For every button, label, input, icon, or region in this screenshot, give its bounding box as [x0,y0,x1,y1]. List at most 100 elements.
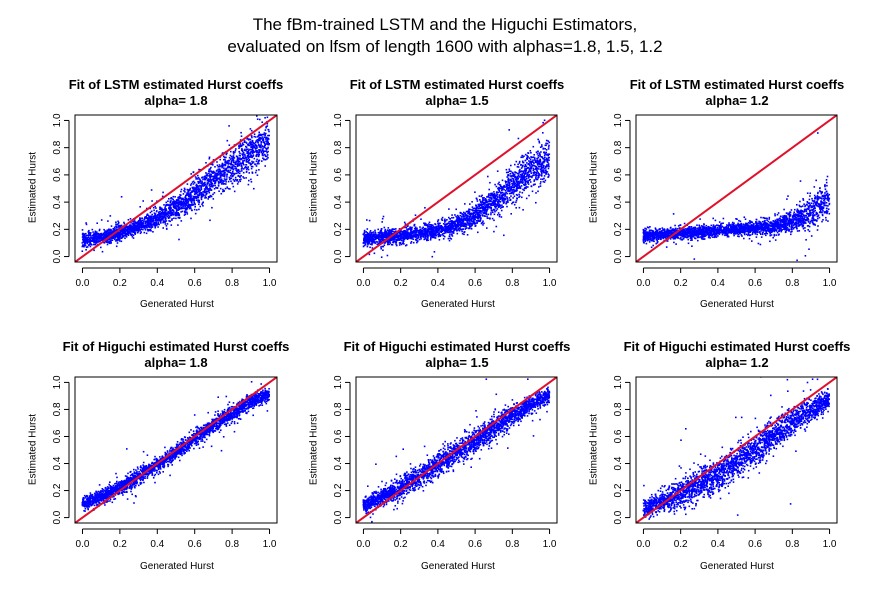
data-point [266,151,268,154]
data-point [391,238,394,240]
data-point [209,178,211,180]
data-point [476,200,479,202]
data-point [238,159,240,161]
data-point [510,188,513,190]
data-point [414,228,417,230]
data-point [412,238,415,240]
data-point [182,198,185,201]
data-point [222,152,224,154]
data-point [116,229,118,231]
data-point [204,197,206,199]
data-point [403,237,405,239]
data-point [394,231,396,234]
data-point [421,227,424,230]
data-point [431,235,433,237]
data-point [468,209,470,212]
data-point [249,144,251,147]
data-point [144,229,147,231]
data-point [152,206,155,209]
data-point [387,242,389,244]
data-point [403,235,406,238]
data-point [218,174,220,176]
data-point [100,237,102,240]
data-point [488,196,491,199]
data-point [380,256,383,258]
data-point [201,194,203,197]
data-point [239,144,242,147]
data-point [244,167,246,169]
data-point [193,208,196,211]
data-point [113,238,116,241]
data-point [89,239,92,241]
data-point [256,139,258,141]
data-point [236,183,239,185]
data-point [192,199,195,201]
data-point [501,189,503,192]
data-point [498,181,500,184]
data-point [264,134,266,137]
data-point [546,154,548,156]
data-point [425,227,427,230]
data-point [472,212,474,215]
data-point [193,188,195,191]
data-point [413,224,416,226]
data-point [100,234,103,237]
data-point [518,160,521,163]
data-point [170,214,173,217]
data-point [473,207,476,210]
data-point [198,168,200,171]
data-point [477,213,480,216]
data-point [121,230,123,233]
data-point [176,202,178,205]
data-point [395,243,397,245]
data-point [451,214,453,216]
data-point [424,224,426,226]
data-point [220,165,222,167]
data-point [89,233,91,235]
data-point [177,196,179,199]
data-point [146,229,149,231]
data-point [536,161,538,164]
data-point [227,171,230,173]
data-point [510,164,512,167]
data-point [136,224,138,227]
data-point [163,208,165,211]
data-point [390,237,392,239]
data-point [98,228,101,231]
data-point [205,177,207,180]
data-point [243,140,246,142]
data-point [405,230,407,233]
data-point [413,227,416,230]
data-point [464,203,466,205]
data-point [193,181,196,184]
data-point [222,188,224,191]
data-point [377,231,380,234]
data-point [537,168,540,170]
data-point [517,166,520,168]
data-point [192,180,195,183]
data-point [252,151,254,153]
data-point [447,231,449,233]
data-point [374,232,377,234]
data-point [235,148,237,150]
data-point [226,186,228,188]
data-point [195,178,197,180]
data-point [253,73,255,75]
data-point [542,160,544,163]
figure-title: The fBm-trained LSTM and the Higuchi Est… [0,14,890,58]
data-point [373,241,376,243]
data-point [497,191,500,194]
data-point [362,245,365,248]
data-point [177,212,179,215]
data-point [427,226,429,229]
data-point [530,172,533,174]
data-point [203,177,206,180]
data-point [230,161,233,163]
data-point [90,236,92,238]
data-point [104,234,107,236]
data-point [491,192,493,195]
data-point [480,222,483,225]
data-point [391,230,394,232]
data-point [86,238,89,240]
x-axis: 0.0 0.2 0.4 0.6 0.8 1.0 [76,267,277,289]
